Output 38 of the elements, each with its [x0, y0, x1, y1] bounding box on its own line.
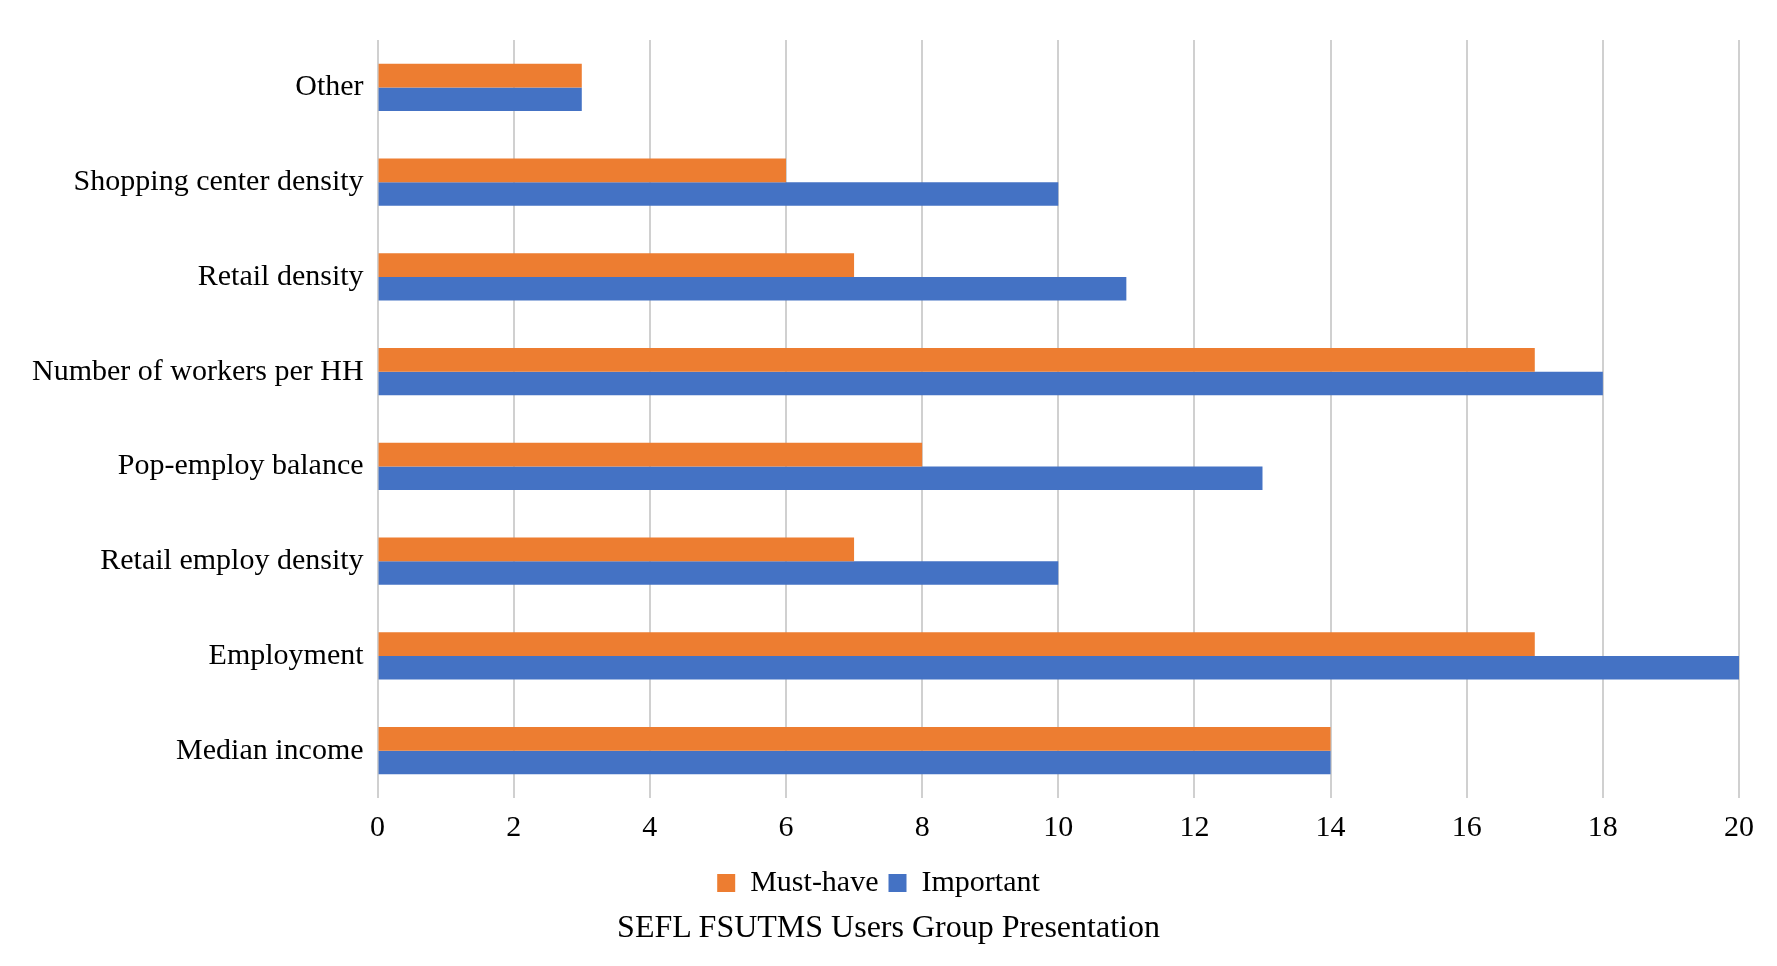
text: SEFL FSUTMS Users Group Presentation — [616, 908, 1161, 944]
bar — [378, 158, 786, 183]
legend-label: Must-have — [750, 863, 879, 897]
bar — [378, 276, 1127, 301]
x-tick-label: 0 — [370, 808, 386, 842]
x-tick-label: 4 — [642, 808, 658, 842]
bar — [378, 347, 1535, 372]
x-tick-label: 18 — [1587, 808, 1618, 842]
bar — [378, 182, 1059, 206]
x-tick-label: 16 — [1451, 808, 1482, 842]
y-tick-label: Retail employ density — [100, 542, 364, 575]
bar — [378, 537, 855, 562]
bar — [378, 253, 855, 277]
x-tick-label: 2 — [506, 808, 522, 842]
bar — [378, 632, 1535, 656]
bar — [378, 466, 1263, 491]
bar — [378, 655, 1739, 680]
y-tick-label: Shopping center density — [73, 163, 364, 196]
bar — [378, 561, 1059, 585]
x-tick-label: 10 — [1043, 808, 1074, 842]
y-tick-label: Other — [295, 68, 364, 102]
bar — [378, 442, 923, 467]
y-tick-label: Retail density — [197, 257, 364, 291]
y-tick-label: Employment — [208, 636, 365, 670]
y-tick-label: Median income — [176, 731, 364, 765]
bar — [378, 750, 1331, 775]
bar — [378, 726, 1331, 751]
x-tick-label: 8 — [914, 808, 930, 842]
x-tick-label: 6 — [778, 808, 794, 842]
bar — [378, 63, 582, 88]
x-tick-label: 12 — [1179, 808, 1210, 842]
legend-label: Important — [921, 863, 1041, 897]
y-tick-label: Pop-employ balance — [117, 447, 364, 481]
x-tick-label: 20 — [1724, 808, 1754, 842]
y-tick-label: Number of workers per HH — [31, 352, 364, 386]
bar — [378, 87, 582, 112]
bar — [378, 371, 1603, 396]
x-tick-label: 14 — [1315, 808, 1346, 842]
